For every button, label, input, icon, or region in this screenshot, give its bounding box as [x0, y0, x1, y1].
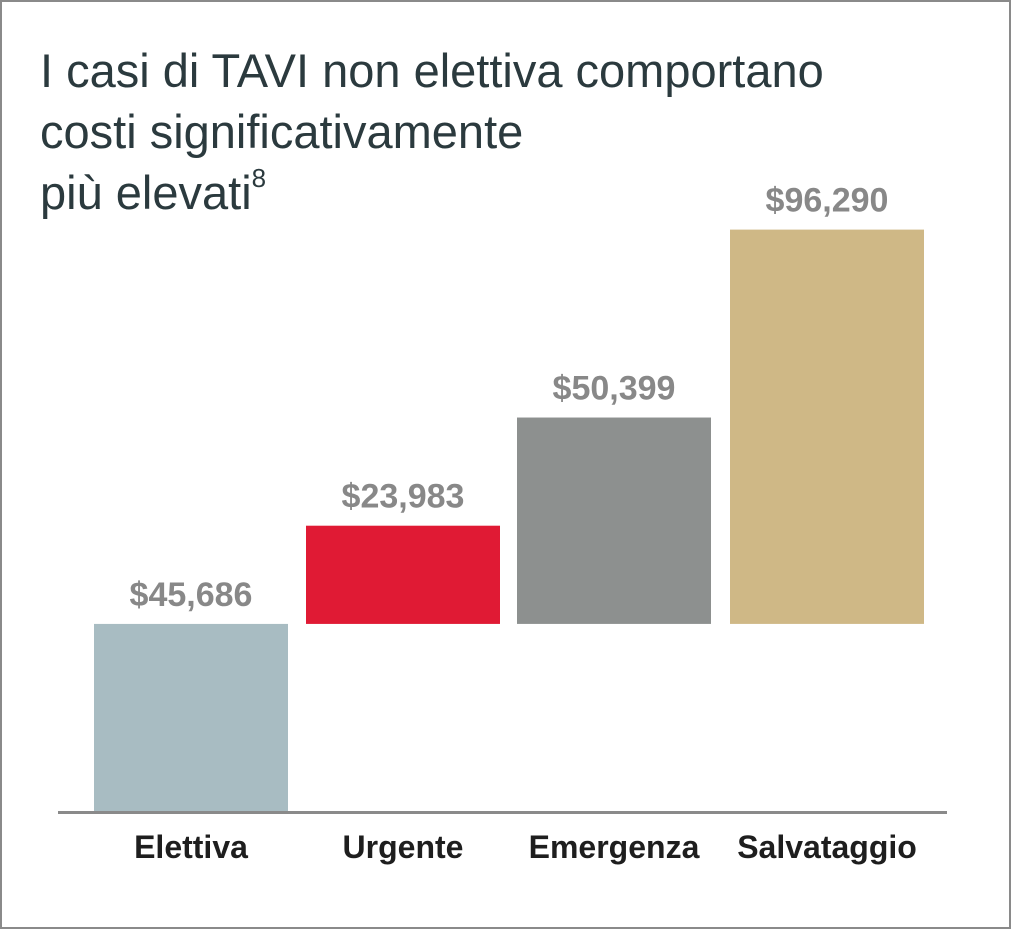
category-label-emergenza: Emergenza [529, 829, 700, 865]
title-footnote-ref: 8 [251, 163, 267, 193]
title-line-2: costi significativamente [40, 105, 524, 158]
value-label-salvataggio: $96,290 [766, 182, 889, 220]
category-label-urgente: Urgente [343, 829, 464, 865]
title-line-3-text: più elevati [40, 166, 252, 219]
chart-title: I casi di TAVI non elettiva comportano c… [40, 40, 940, 223]
category-label-salvataggio: Salvataggio [737, 829, 917, 865]
bar-urgente [306, 525, 500, 624]
value-label-urgente: $23,983 [342, 478, 465, 516]
category-label-elettiva: Elettiva [134, 829, 248, 865]
bar-elettiva [94, 623, 288, 811]
bar-salvataggio [730, 229, 924, 624]
title-line-3: più elevati8 [40, 162, 940, 223]
bar-emergenza [517, 417, 711, 624]
value-label-elettiva: $45,686 [130, 576, 253, 614]
title-line-1: I casi di TAVI non elettiva comportano [40, 44, 824, 97]
value-label-emergenza: $50,399 [553, 370, 676, 408]
